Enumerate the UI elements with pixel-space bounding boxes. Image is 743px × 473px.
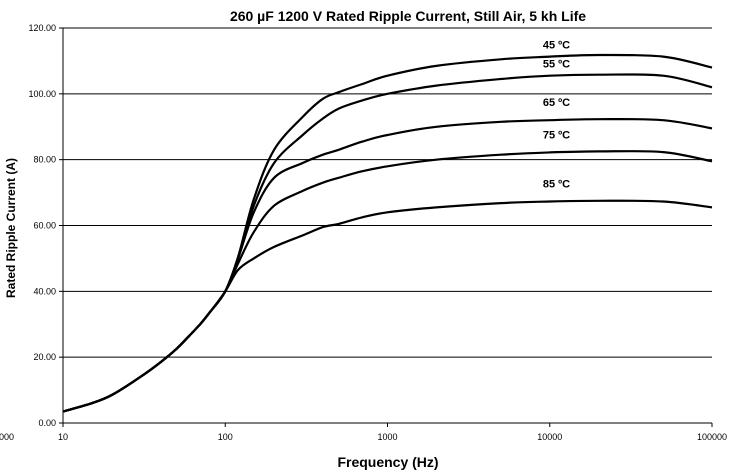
- x-tick-label-4: 100000: [697, 432, 727, 442]
- series-lines: [62, 53, 713, 413]
- x-axis-label: Frequency (Hz): [337, 454, 438, 470]
- x-tick-label-3: 10000: [537, 432, 562, 442]
- series-line-2: [62, 117, 713, 413]
- y-tick-label-1: 20.00: [33, 352, 56, 362]
- x-tick-label-1: 100: [218, 432, 233, 442]
- series-labels: 45 ºC 55 ºC 65 ºC 75 ºC 85 ºC: [536, 39, 577, 190]
- series-line-1: [62, 73, 713, 413]
- y-tick-label-4: 80.00: [33, 155, 56, 165]
- y-tick-label-2: 40.00: [33, 286, 56, 296]
- y-tick-label-5: 100.00: [28, 89, 56, 99]
- series-label-1: 55 ºC: [543, 59, 570, 71]
- series-label-4: 85 ºC: [543, 178, 570, 190]
- series-line-4: [62, 199, 713, 413]
- series-label-3: 75 ºC: [543, 129, 570, 141]
- x-tick-label-extra: 1.000: [0, 432, 14, 442]
- x-tick-label-0: 10: [58, 432, 68, 442]
- series-label-0: 45 ºC: [543, 39, 570, 51]
- y-tick-label-6: 120.00: [28, 23, 56, 33]
- x-tick-label-2: 1000: [377, 432, 397, 442]
- y-tick-label-3: 60.00: [33, 221, 56, 231]
- chart-title: 260 µF 1200 V Rated Ripple Current, Stil…: [230, 8, 586, 24]
- y-tick-labels: 0.00 20.00 40.00 60.00 80.00 100.00 120.00: [28, 23, 63, 428]
- y-tick-label-0: 0.00: [38, 418, 56, 428]
- series-line-0: [62, 53, 713, 413]
- series-label-2: 65 ºC: [543, 97, 570, 109]
- y-axis-label: Rated Ripple Current (A): [4, 158, 18, 298]
- series-line-3: [62, 150, 713, 413]
- x-tick-labels: 10 100 1000 10000 100000 1.000: [0, 423, 727, 442]
- series-label-bg-2: [536, 96, 577, 110]
